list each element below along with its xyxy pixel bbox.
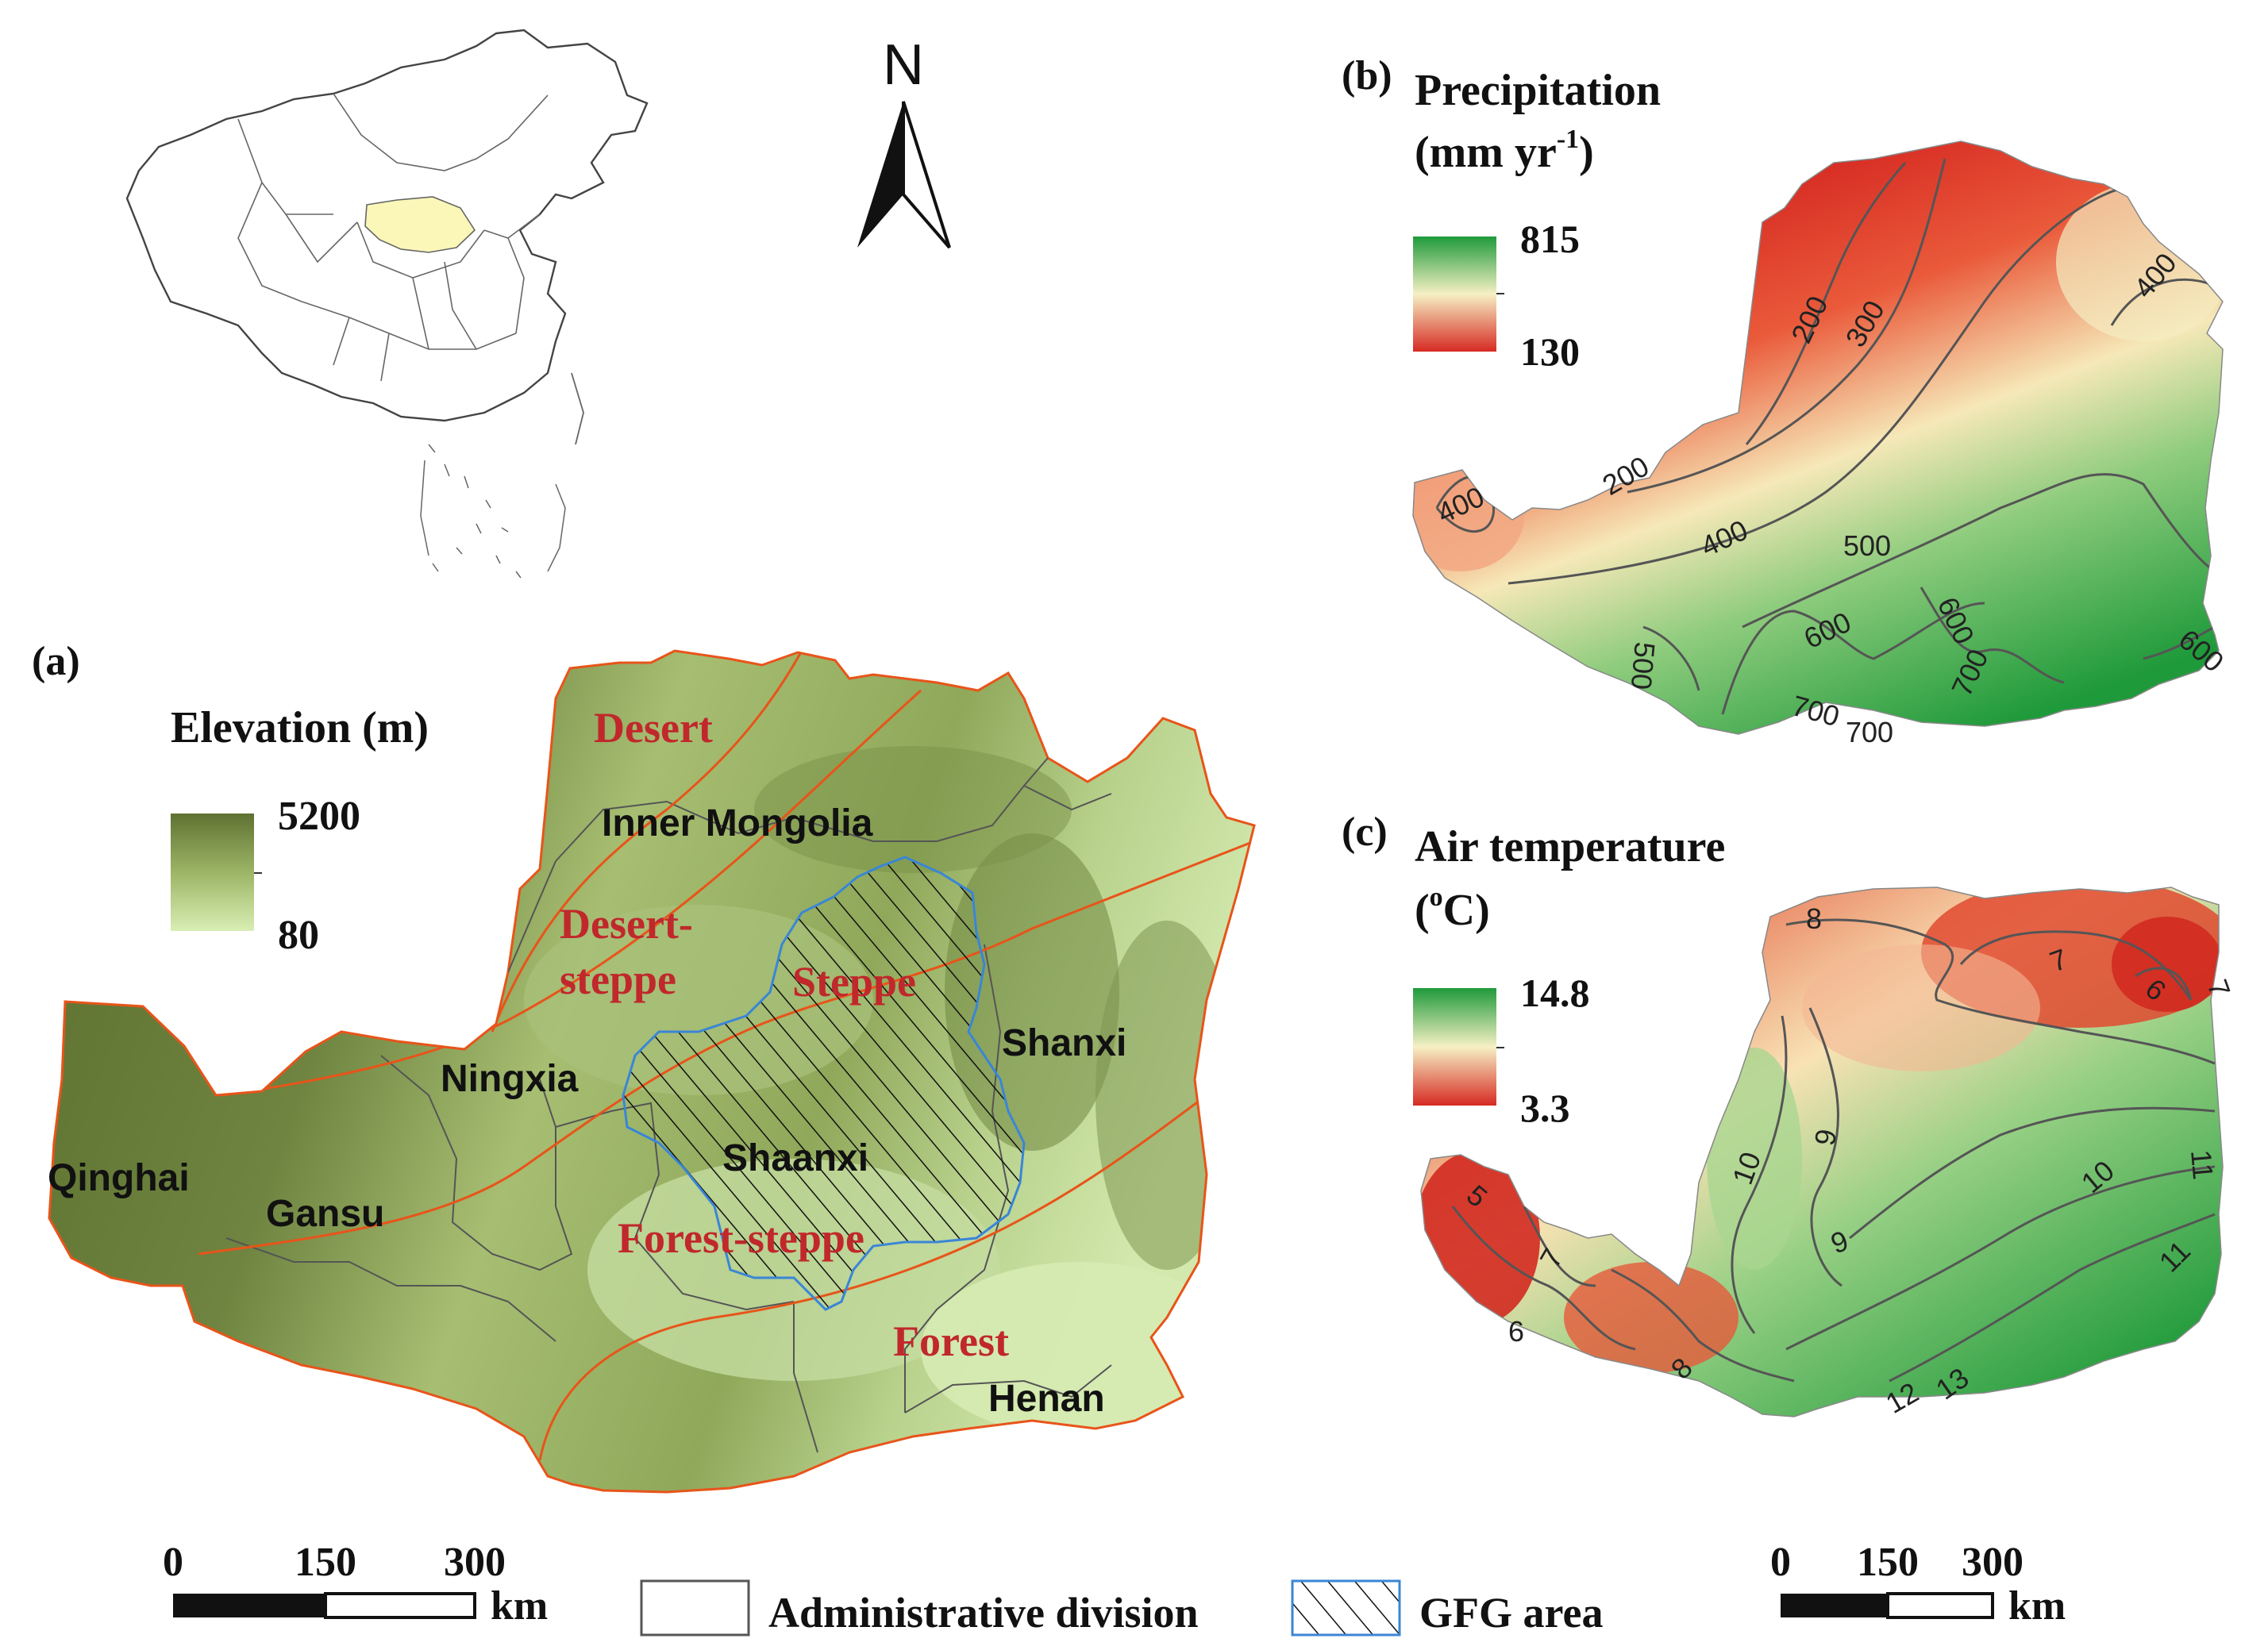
scale-a-tick-0: 0 [163,1540,183,1585]
temp-contour-label-6b: 6 [1508,1315,1524,1348]
north-arrow-right-half [902,101,951,249]
precipitation-legend-max: 815 [1520,217,1580,261]
temp-contour-label-11a: 11 [2185,1148,2220,1181]
precipitation-contours [1435,158,2216,715]
zone-label-forest-steppe: Forest-steppe [618,1214,864,1262]
bottom-legend: Administrative division GFG area [640,1579,1603,1637]
legend-admin-label: Administrative division [768,1589,1199,1637]
scale-b-tick-0: 0 [1770,1540,1791,1585]
panel-a: (a) Elevation (m) 5200 80 [32,639,1256,1494]
scale-bar-a: 0 150 300 km [163,1540,548,1629]
zone-label-desert-steppe-1: Desert- [560,900,693,948]
province-label-inner-mongolia: Inner Mongolia [602,802,873,844]
scale-a-tick-150: 150 [295,1540,356,1585]
scale-a-unit: km [491,1583,548,1629]
panel-b-title-line1: Precipitation [1415,66,1661,115]
loess-plateau-inset [364,196,476,253]
province-label-shaanxi: Shaanxi [722,1137,868,1179]
temperature-legend-ramp [1413,988,1496,1106]
temperature-map-outline [1420,887,2224,1417]
north-arrow-left-half [857,102,903,248]
panel-a-legend-title: Elevation (m) [171,703,429,752]
precip-contour-label-500a: 500 [1843,529,1891,562]
scale-b-tick-300: 300 [1962,1540,2023,1585]
province-label-gansu: Gansu [266,1193,384,1235]
elevation-legend-max: 5200 [278,794,360,839]
precipitation-legend-ramp [1413,237,1496,352]
china-province-lines [237,93,549,382]
loess-plateau-boundary [48,649,1256,1494]
legend-admin-swatch [640,1579,750,1637]
vegetation-zone-labels: Desert Desert- steppe Steppe Forest-step… [560,704,1009,1365]
temperature-legend-max: 14.8 [1520,971,1590,1015]
legend-gfg-label: GFG area [1419,1589,1603,1637]
temperature-contours [1451,918,2216,1383]
precipitation-map-outline [1412,140,2224,735]
zone-label-forest: Forest [893,1317,1009,1365]
panel-c: (c) Air temperature (oC) 14.8 3.3 [1342,810,2237,1420]
gfg-area [622,856,1026,1311]
china-inset-map [125,29,649,579]
south-china-sea-islands [420,444,566,579]
north-label: N [883,33,924,97]
panel-a-tag: (a) [32,639,80,684]
scale-b-tick-150: 150 [1857,1540,1919,1585]
temperature-legend-min: 3.3 [1520,1086,1570,1130]
temp-contour-label-8a: 8 [1806,902,1822,935]
panel-b-title-line2: (mm yr-1) [1415,125,1594,177]
north-arrow: N [857,33,951,249]
gfg-area-polygon [622,856,1026,1311]
panel-c-title-line1: Air temperature [1415,822,1725,871]
zone-label-desert: Desert [594,704,713,752]
scale-b-unit: km [2008,1583,2066,1629]
temperature-map [1421,887,2223,1417]
panel-c-title-line2: (oC) [1415,883,1490,935]
province-label-shanxi: Shanxi [1002,1022,1126,1064]
zone-label-steppe: Steppe [792,958,916,1006]
precip-contour-label-500b: 500 [1625,640,1662,690]
panel-c-tag: (c) [1342,810,1388,855]
province-labels: Inner Mongolia Ningxia Shanxi Qinghai Ga… [48,802,1126,1420]
precipitation-legend-min: 130 [1520,329,1580,374]
precip-contour-label-700b: 700 [1846,716,1893,748]
province-label-henan: Henan [988,1378,1105,1420]
scale-bar-b: 0 150 300 km [1770,1540,2066,1629]
panel-b-tag: (b) [1342,53,1392,98]
elevation-legend-min: 80 [278,913,319,958]
scale-a-tick-300: 300 [444,1540,506,1585]
zone-label-desert-steppe-2: steppe [560,956,676,1003]
province-label-qinghai: Qinghai [48,1157,190,1199]
legend-gfg-swatch [1291,1579,1401,1637]
panel-b: (b) Precipitation (mm yr-1) 815 130 200 [1342,53,2230,748]
elevation-legend-ramp [171,813,254,931]
administrative-division-lines [225,757,1112,1453]
province-label-ningxia: Ningxia [441,1058,579,1100]
